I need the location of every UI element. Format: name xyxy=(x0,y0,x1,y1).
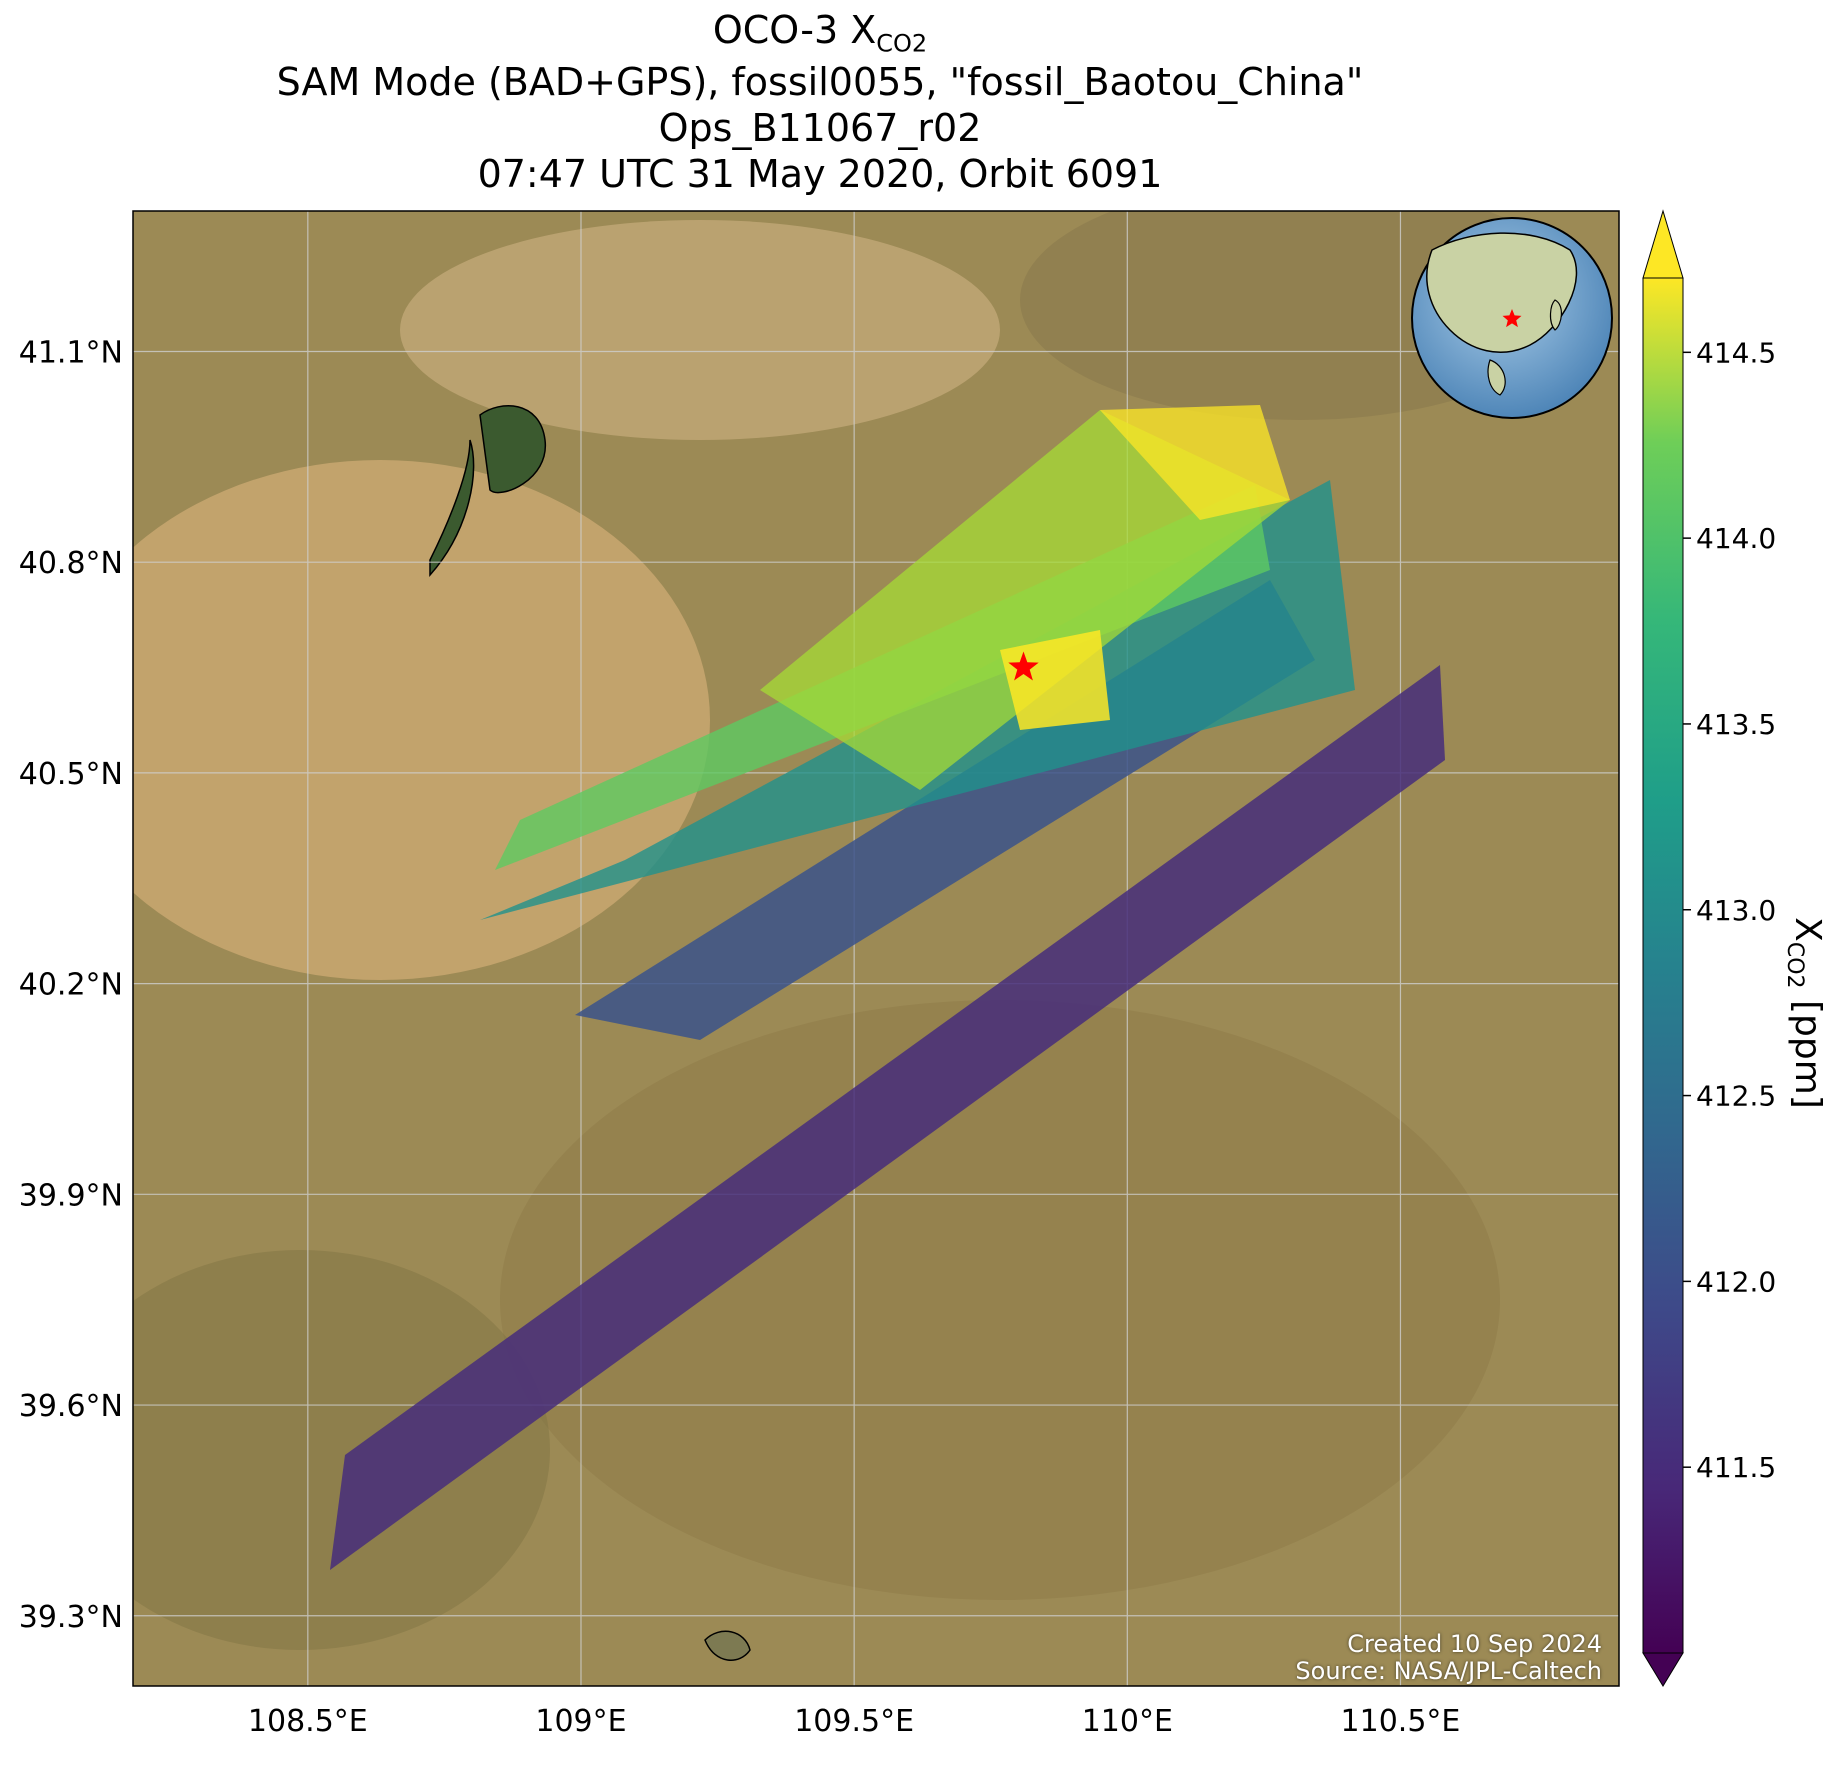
lat-tick-label: 41.1°N xyxy=(19,335,123,370)
lon-tick-label: 109°E xyxy=(535,1704,626,1739)
colorbar-label: XCO2 [ppm] xyxy=(1781,917,1829,1109)
colorbar-gradient xyxy=(1642,277,1684,1654)
lon-tick-label: 110.5°E xyxy=(1341,1704,1461,1739)
colorbar-tick-label: 412.5 xyxy=(1696,1080,1776,1113)
lat-tick-label: 39.6°N xyxy=(19,1389,123,1424)
lat-tick-label: 40.2°N xyxy=(19,968,123,1003)
created-date: Created 10 Sep 2024 xyxy=(1347,1630,1602,1658)
longitude-tick-labels: 108.5°E 109°E 109.5°E 110°E 110.5°E xyxy=(248,1704,1460,1739)
colorbar-tick-label: 413.0 xyxy=(1696,894,1776,927)
swath-1 xyxy=(330,665,1445,1570)
colorbar-tick-label: 411.5 xyxy=(1696,1451,1776,1484)
colorbar-tick-label: 412.0 xyxy=(1696,1265,1776,1298)
swath-6 xyxy=(1100,405,1290,520)
map-border xyxy=(132,210,1620,1687)
target-marker-star xyxy=(1008,651,1039,681)
colorbar-tick-label: 414.0 xyxy=(1696,522,1776,555)
title-line-1: OCO-3 XCO2 xyxy=(712,8,928,58)
lat-tick-label: 40.8°N xyxy=(19,546,123,581)
lon-tick-label: 108.5°E xyxy=(248,1704,368,1739)
source-credit: Source: NASA/JPL-Caltech xyxy=(1295,1657,1602,1685)
colorbar: 414.5 414.0 413.5 413.0 412.5 412.0 411.5 xyxy=(1642,209,1776,1687)
xco2-swaths xyxy=(330,405,1445,1570)
lon-tick-label: 109.5°E xyxy=(794,1704,914,1739)
title-line-3: Ops_B11067_r02 xyxy=(658,106,982,150)
lat-tick-label: 40.5°N xyxy=(19,757,123,792)
latitude-tick-labels: 41.1°N 40.8°N 40.5°N 40.2°N 39.9°N 39.6°N 39.3… xyxy=(19,335,123,1634)
swath-5 xyxy=(760,410,1290,790)
inset-globe xyxy=(1411,217,1613,419)
lon-tick-label: 110°E xyxy=(1082,1704,1173,1739)
colorbar-tick-label: 414.5 xyxy=(1696,336,1776,369)
lat-tick-label: 39.3°N xyxy=(19,1600,123,1635)
colorbar-extend-top xyxy=(1642,209,1684,279)
lat-tick-label: 39.9°N xyxy=(19,1178,123,1213)
inset-target-star xyxy=(1502,309,1522,328)
colorbar-ticks: 414.5 414.0 413.5 413.0 412.5 412.0 411.5 xyxy=(1683,336,1776,1484)
colorbar-tick-label: 413.5 xyxy=(1696,708,1776,741)
colorbar-extend-bottom xyxy=(1642,1652,1684,1687)
title-line-2: SAM Mode (BAD+GPS), fossil0055, "fossil_… xyxy=(276,60,1364,104)
title-line-4: 07:47 UTC 31 May 2020, Orbit 6091 xyxy=(477,152,1163,196)
swath-7 xyxy=(1000,630,1110,730)
